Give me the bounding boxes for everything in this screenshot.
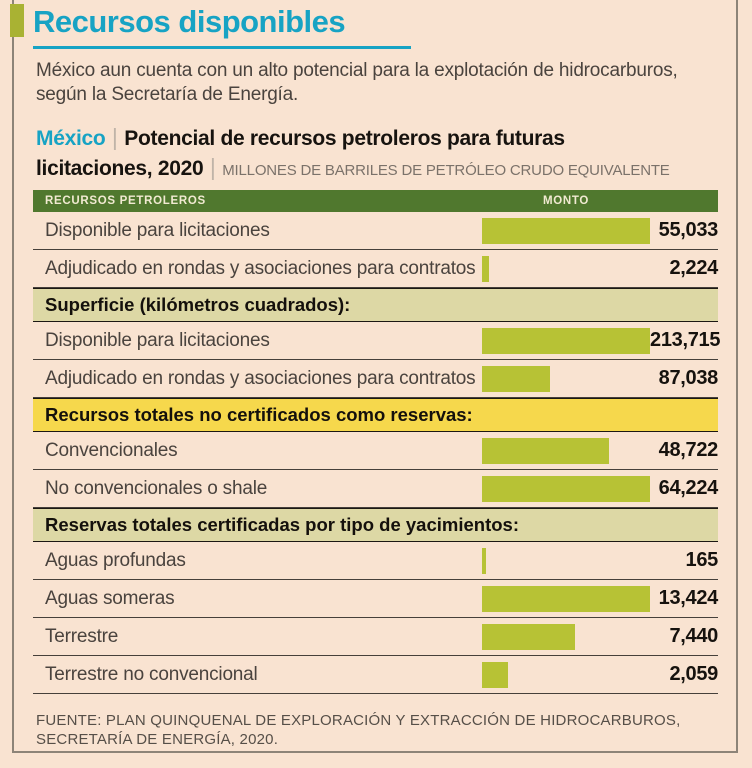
row-label: No convencionales o shale [45, 477, 268, 499]
row-bar [482, 365, 550, 392]
resources-table: RECURSOS PETROLEROS MONTO Disponible par… [33, 190, 721, 694]
row-bar [482, 623, 575, 650]
kicker-unit: MILLONES DE BARRILES DE PETRÓLEO CRUDO E… [222, 162, 670, 179]
row-label: Adjudicado en rondas y asociaciones para… [45, 257, 476, 279]
kicker-separator: | [111, 124, 118, 150]
table-row: Terrestre no convencional 2,059 [33, 656, 718, 694]
table-row: No convencionales o shale 64,224 [33, 470, 718, 508]
row-label: Disponible para licitaciones [45, 219, 270, 241]
row-label: Convencionales [45, 439, 178, 461]
column-header-recursos: RECURSOS PETROLEROS [45, 195, 206, 207]
table-row: Adjudicado en rondas y asociaciones para… [33, 250, 718, 288]
row-label: Terrestre [45, 625, 119, 647]
title-underline [33, 46, 411, 49]
row-bar [482, 327, 650, 354]
table-row: Aguas someras 13,424 [33, 580, 718, 618]
table-row: Disponible para licitaciones 213,715 [33, 322, 721, 360]
row-label: Aguas profundas [45, 549, 186, 571]
bar-cell [482, 255, 650, 282]
row-value: 2,224 [669, 257, 718, 279]
table-row: Adjudicado en rondas y asociaciones para… [33, 360, 718, 398]
bar-cell [482, 661, 650, 688]
column-header-monto: MONTO [542, 195, 590, 207]
row-bar [482, 585, 650, 612]
row-bar [482, 661, 508, 688]
bar-cell [482, 547, 650, 574]
bar-cell [482, 365, 650, 392]
bar-cell [482, 475, 650, 502]
row-label: Disponible para licitaciones [45, 329, 270, 351]
row-value: 13,424 [658, 587, 719, 609]
bar-cell [482, 217, 650, 244]
row-value: 165 [685, 549, 719, 571]
row-value: 2,059 [669, 663, 718, 685]
row-label: Aguas someras [45, 587, 175, 609]
table-body: Disponible para licitaciones 55,033 Adjudi… [33, 212, 721, 694]
bar-cell [482, 327, 650, 354]
intro-line-1: México aun cuenta con un alto potencial … [36, 60, 678, 81]
page-title: Recursos disponibles [33, 4, 346, 39]
intro-line-2: según la Secretaría de Energía. [36, 84, 299, 105]
section-header: Recursos totales no certificados como re… [33, 398, 718, 432]
source-note: FUENTE: PLAN QUINQUENAL DE EXPLORACIÓN Y… [36, 711, 680, 749]
table-row: Aguas profundas 165 [33, 542, 718, 580]
row-value: 213,715 [650, 329, 721, 351]
table-row: Convencionales 48,722 [33, 432, 718, 470]
bar-cell [482, 623, 650, 650]
row-value: 64,224 [658, 477, 719, 499]
section-header: Reservas totales certificadas por tipo d… [33, 508, 718, 542]
source-line-1: FUENTE: PLAN QUINQUENAL DE EXPLORACIÓN Y… [36, 712, 681, 729]
table-row: Terrestre 7,440 [33, 618, 718, 656]
row-bar [482, 475, 650, 502]
kicker-separator: | [209, 154, 216, 180]
kicker-region: México [36, 127, 106, 150]
table-row: Disponible para licitaciones 55,033 [33, 212, 718, 250]
source-line-2: SECRETARÍA DE ENERGÍA, 2020. [36, 731, 279, 748]
chart-kicker: México | Potencial de recursos petrolero… [36, 124, 684, 184]
table-header: RECURSOS PETROLEROS MONTO [33, 190, 718, 212]
card-frame [12, 0, 738, 753]
row-value: 55,033 [658, 219, 719, 241]
accent-bar [10, 4, 24, 37]
row-bar [482, 217, 650, 244]
row-label: Adjudicado en rondas y asociaciones para… [45, 367, 476, 389]
bar-cell [482, 585, 650, 612]
row-value: 87,038 [658, 367, 719, 389]
section-header: Superficie (kilómetros cuadrados): [33, 288, 718, 322]
row-label: Terrestre no convencional [45, 663, 258, 685]
kicker-title: Potencial de recursos petroleros para fu… [36, 127, 565, 180]
row-bar [482, 437, 609, 464]
bar-cell [482, 437, 650, 464]
row-value: 48,722 [658, 439, 719, 461]
intro-text: México aun cuenta con un alto potencial … [36, 59, 726, 107]
row-value: 7,440 [669, 625, 718, 647]
row-bar [482, 547, 486, 574]
row-bar [482, 255, 489, 282]
